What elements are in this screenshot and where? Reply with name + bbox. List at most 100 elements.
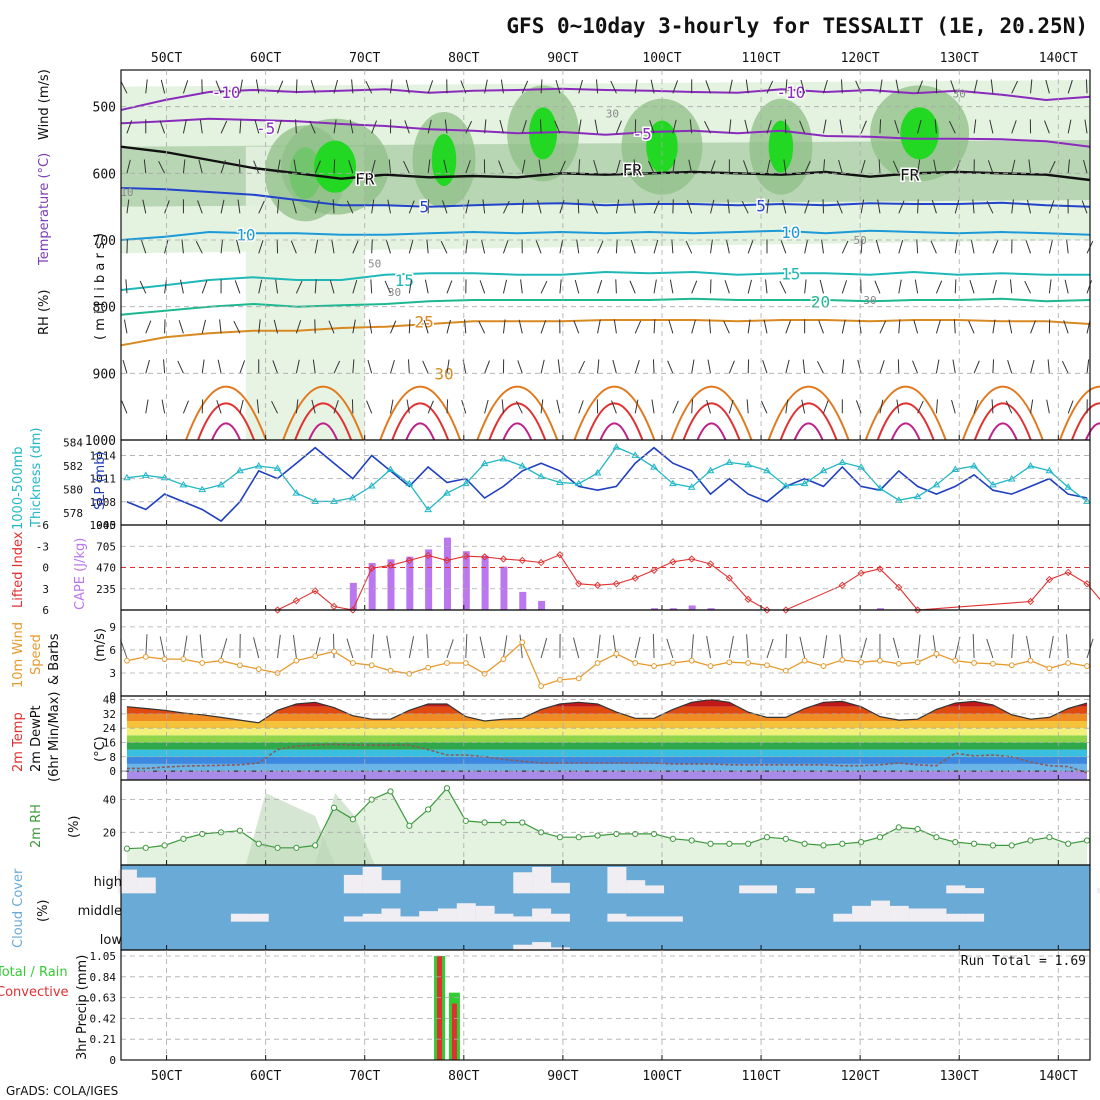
wind-barb-upper [653,319,656,334]
p8-y-tick-label: 0.21 [90,1033,117,1046]
isotherm-arc-40 [308,422,339,441]
rh2m-point [745,840,752,847]
wind-barb-upper [992,240,999,254]
p3-cape-label: CAPE (J/kg) [73,538,88,610]
wind-speed-point [726,659,733,666]
wind-barb-upper [427,80,434,94]
wind-barb-upper [935,399,938,414]
wind-speed-point [481,670,488,677]
wind-barb-upper [952,359,956,374]
cape-bar [462,551,470,610]
wind-barb-upper [197,200,203,214]
wind-barb-upper [446,359,450,374]
isotherm-label: FR [623,160,643,179]
wind-barb-upper [597,240,604,254]
run-total-label: Run Total = 1.69 [961,954,1086,969]
wind-barb-upper [237,199,241,214]
thickness-point [348,493,357,501]
credit-label: GrADS: COLA/IGES [6,1084,118,1098]
lifted-index-point [1064,568,1072,577]
cloud-bar-middle [513,916,533,922]
lifted-index-point [1026,597,1035,606]
wind-barb-upper [1085,79,1088,94]
wind-barb-upper [1011,159,1016,174]
x-tick-label-bottom: 50CT [151,1069,182,1084]
p1-y-tick-label: 900 [93,367,116,382]
wind-barb-upper [408,200,415,214]
wind-barb-upper [258,279,263,294]
wind-speed-point [462,660,469,666]
lifted-index-point [405,556,413,565]
cloud-bar-high [739,885,759,894]
lifted-index-point [556,551,564,559]
wind-barb-upper [405,79,410,94]
p8-b-label: Convective [0,985,69,1000]
wind-barb-upper [368,319,373,334]
wind-barb-upper [1011,80,1018,94]
cloud-bar-high [626,880,646,894]
wind-barb-10m [766,638,774,659]
wind-barb-upper [986,200,994,214]
wind-barb-upper [760,400,768,414]
wind-barb-upper [1064,279,1069,294]
wind-barb-upper [574,279,580,294]
wind-barb-10m [572,637,580,659]
thickness-point [386,465,395,473]
wind-barb-upper [934,119,937,134]
wind-barb-upper [126,199,130,214]
wind-barb-upper [836,200,843,214]
rh2m-point [1008,842,1015,849]
isotherm-arc-40 [696,422,727,441]
wind-barb-upper [651,399,655,414]
wind-barb-upper [182,400,189,414]
thickness-point [1045,466,1054,474]
isotherm-line-10 [120,229,1091,241]
wind-speed-point [895,660,902,667]
x-tick-label-top: 90CT [547,51,578,66]
wind-barb-10m [986,638,994,659]
wind-barb-upper [371,120,378,134]
wind-barb-upper [822,79,828,94]
wind-barb-upper [254,119,260,134]
isotherm-line-m5 [120,117,1091,148]
temp-band [126,706,1088,714]
thickness-point [273,464,282,471]
isotherm-label: -5 [633,124,652,143]
thickness-point [499,454,508,462]
wind-speed-point [180,656,187,663]
wind-barb-upper [801,399,806,414]
wind-barb-upper [597,280,603,294]
wind-speed-point [651,663,657,669]
wind-barb-upper [822,119,827,134]
cloud-bar-high [1096,888,1100,894]
wind-barb-upper [1024,280,1032,294]
p8-y-tick-label: 1.05 [90,950,117,963]
wind-barb-upper [1046,399,1050,414]
wind-barb-upper [348,160,354,174]
cloud-bar-high [946,885,966,894]
wind-speed-point [1084,663,1090,669]
wind-barb-upper [256,399,260,414]
wind-barb-upper [314,199,320,214]
wind-barb-upper [879,320,887,334]
thickness-point [1026,462,1035,469]
wind-barb-upper [352,319,356,334]
thickness-point [537,472,545,480]
wind-barb-upper [573,320,580,334]
isotherm-arc-30 [573,385,656,441]
precip-convective-bar [451,1003,457,1060]
wind-speed-point [1065,660,1072,666]
wind-speed-point [387,667,394,674]
isotherm-line-FR [120,145,1091,182]
rh2m-point [425,806,432,813]
wind-barb-upper [879,360,885,374]
wind-barb-upper [292,199,297,214]
p5-b-label: 2m DewPt [29,705,44,772]
wind-barb-upper [239,360,246,374]
cloud-bar-middle [532,908,552,922]
wind-barb-upper [1047,359,1050,374]
cloud-bar-high [645,885,665,894]
wind-barb-upper [913,319,919,334]
rh2m-point [952,839,959,846]
wind-barb-upper [201,359,205,374]
